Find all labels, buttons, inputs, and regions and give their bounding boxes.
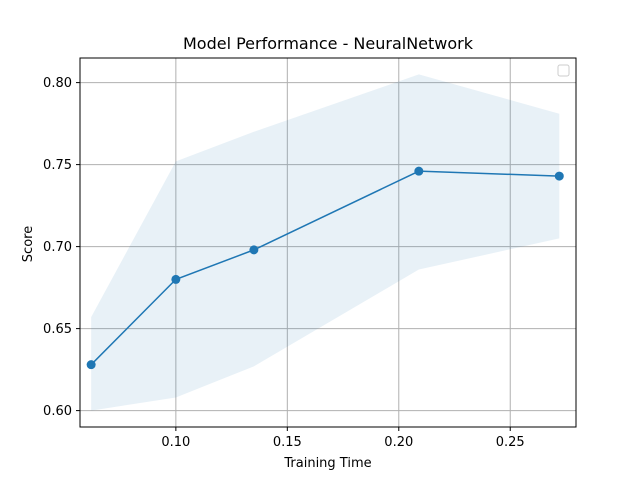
y-axis-ticks: 0.60 0.65 0.70 0.75 0.80: [43, 76, 80, 419]
x-tick-label: 0.15: [273, 435, 302, 450]
x-tick-label: 0.20: [384, 435, 413, 450]
chart-title: Model Performance - NeuralNetwork: [183, 34, 474, 53]
x-axis-ticks: 0.10 0.15 0.20 0.25: [161, 427, 525, 450]
y-tick-label: 0.70: [43, 240, 72, 255]
data-point: [171, 274, 181, 284]
legend-box: [557, 64, 570, 77]
confidence-band: [91, 74, 560, 411]
y-tick-label: 0.60: [43, 404, 72, 419]
data-point: [414, 166, 424, 176]
x-axis-label: Training Time: [283, 456, 371, 471]
y-tick-label: 0.80: [43, 76, 72, 91]
series-layer: [86, 166, 564, 370]
x-tick-label: 0.10: [161, 435, 190, 450]
data-point: [86, 360, 96, 370]
x-tick-label: 0.25: [496, 435, 525, 450]
y-tick-label: 0.65: [43, 322, 72, 337]
confidence-band-layer: [91, 74, 560, 411]
plot-frame: [79, 57, 577, 428]
y-tick-label: 0.75: [43, 158, 72, 173]
grid-lines: [80, 58, 576, 427]
data-point: [554, 171, 564, 181]
data-point: [249, 245, 259, 255]
y-axis-label: Score: [21, 226, 36, 262]
